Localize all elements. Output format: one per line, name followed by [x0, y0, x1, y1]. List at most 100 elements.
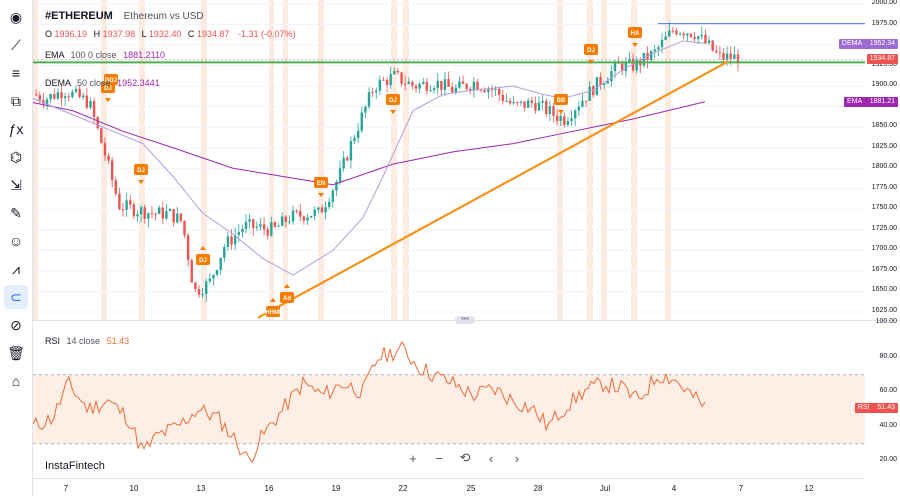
symbol-name[interactable]: #ETHEREUM	[45, 10, 113, 22]
zoom-in-button[interactable]: +	[402, 448, 424, 468]
ema-label: EMA	[45, 50, 65, 60]
candle-body	[139, 207, 143, 215]
candle-body	[273, 222, 277, 227]
cursor-icon[interactable]: ◉	[9, 8, 23, 25]
candle-body	[237, 231, 240, 236]
candle-body	[537, 102, 541, 111]
price-tick: 1900.00	[871, 81, 897, 89]
candle-body	[422, 81, 425, 84]
brand-logo: InstaFintech	[45, 460, 105, 472]
rsi-chart[interactable]	[32, 321, 865, 478]
trash-icon[interactable]: 🗑	[7, 344, 25, 361]
candle-body	[150, 213, 154, 215]
candle-body	[494, 88, 497, 90]
candle-body	[436, 80, 439, 89]
forecast-icon[interactable]: ƒx	[8, 121, 24, 137]
price-tick: 1750.00	[871, 204, 897, 212]
price-pane[interactable]: DJ DJ DJ EN DJ BB DJ HA DDJ HHMI Ad	[32, 0, 865, 320]
signal-marker	[584, 44, 598, 55]
candle-body	[226, 236, 230, 248]
signal-marker-label: DJ	[137, 168, 145, 174]
signal-arrow	[105, 98, 111, 102]
signal-highlight	[403, 0, 409, 320]
low-value: 1932.40	[148, 29, 182, 39]
fib-icon[interactable]: ≡	[11, 65, 21, 81]
rsi-tick: 60.00	[879, 387, 897, 394]
pane-resize-handle[interactable]: •••	[455, 316, 475, 324]
signal-highlight	[101, 0, 107, 320]
scroll-forward-button[interactable]: ›	[506, 448, 528, 468]
signal-marker	[280, 292, 294, 303]
time-tick: 22	[398, 484, 408, 493]
hide-icon[interactable]: ⊘	[10, 316, 22, 333]
candle-body	[418, 83, 421, 89]
home-icon[interactable]: ⌂	[11, 373, 21, 389]
signal-highlight	[631, 0, 637, 320]
candle-body	[689, 33, 693, 37]
candle-body	[306, 217, 309, 221]
candle-body	[288, 221, 291, 223]
symbol-legend: #ETHEREUM Ethereum vs USD	[45, 10, 204, 22]
signal-marker	[314, 177, 328, 188]
time-tick: 4	[671, 484, 677, 493]
time-tick: 12	[804, 484, 814, 493]
shapes-icon[interactable]: ⌬	[9, 148, 23, 165]
close-label: C	[187, 29, 195, 39]
candle-body	[429, 90, 432, 92]
candle-body	[295, 210, 298, 212]
measure-icon[interactable]: ⇲	[10, 176, 22, 193]
rsi-legend[interactable]: RSI 14 close 51.43	[45, 336, 129, 346]
signal-highlight	[391, 0, 397, 320]
brush-icon[interactable]: ✎	[10, 204, 22, 221]
candle-body	[678, 33, 682, 35]
rsi-axis[interactable]: 100.00 80.00 60.00 40.00 20.00	[866, 318, 900, 478]
emoji-icon[interactable]: ☺	[8, 233, 24, 249]
candle-body	[302, 216, 306, 221]
candle-body	[118, 193, 121, 210]
scroll-back-button[interactable]: ‹	[480, 448, 502, 468]
magnet-icon[interactable]: ⊂	[4, 285, 28, 309]
ema-value: 1881.2110	[123, 50, 165, 60]
time-axis[interactable]: 7 10 13 16 19 22 25 28 Jul 4 7 12	[33, 478, 865, 497]
candle-body	[686, 33, 689, 36]
candle-body	[621, 63, 624, 72]
dema-params: 50 close	[77, 78, 111, 88]
ema-legend[interactable]: EMA 100 0 close 1881.2110	[45, 50, 165, 60]
candle-body	[78, 88, 81, 98]
candle-body	[147, 213, 150, 219]
candle-body	[523, 101, 526, 108]
candle-body	[451, 86, 454, 93]
zoom-out-button[interactable]: −	[428, 448, 450, 468]
candle-body	[664, 36, 667, 40]
candle-body	[154, 213, 157, 215]
candle-body	[63, 96, 67, 99]
candle-body	[454, 87, 458, 93]
candle-body	[671, 30, 675, 32]
rsi-value-tag: RSI 51.43	[854, 403, 898, 413]
ruler-icon[interactable]: ⩘	[12, 260, 20, 277]
trendline-icon[interactable]: ⟋	[11, 36, 21, 53]
candle-body	[186, 235, 190, 261]
price-tick: 1800.00	[871, 163, 897, 171]
pattern-icon[interactable]: ⧉	[11, 92, 21, 109]
dema-legend[interactable]: DEMA 50 close 1952.3441	[45, 78, 160, 88]
candle-body	[259, 224, 262, 227]
rsi-pane[interactable]	[32, 321, 865, 478]
candle-body	[592, 86, 595, 96]
signal-highlight	[557, 0, 563, 320]
rsi-params: 14 close	[66, 336, 101, 346]
candle-body	[320, 207, 324, 213]
time-tick: Jul	[599, 484, 611, 493]
candle-body	[367, 92, 371, 107]
reset-view-button[interactable]: ⟲	[454, 448, 476, 468]
price-tick: 1925.00	[871, 60, 897, 68]
price-chart[interactable]: DJ DJ DJ EN DJ BB DJ HA DDJ HHMI Ad	[32, 0, 865, 320]
candle-body	[364, 106, 367, 113]
candle-body	[324, 207, 327, 213]
candle-body	[447, 79, 450, 87]
signal-marker-label: Ad	[283, 296, 291, 302]
candle-body	[559, 116, 562, 121]
low-label: L	[141, 29, 147, 39]
change-value: -1.31 (-0.07%)	[238, 29, 296, 39]
candle-body	[121, 209, 125, 211]
